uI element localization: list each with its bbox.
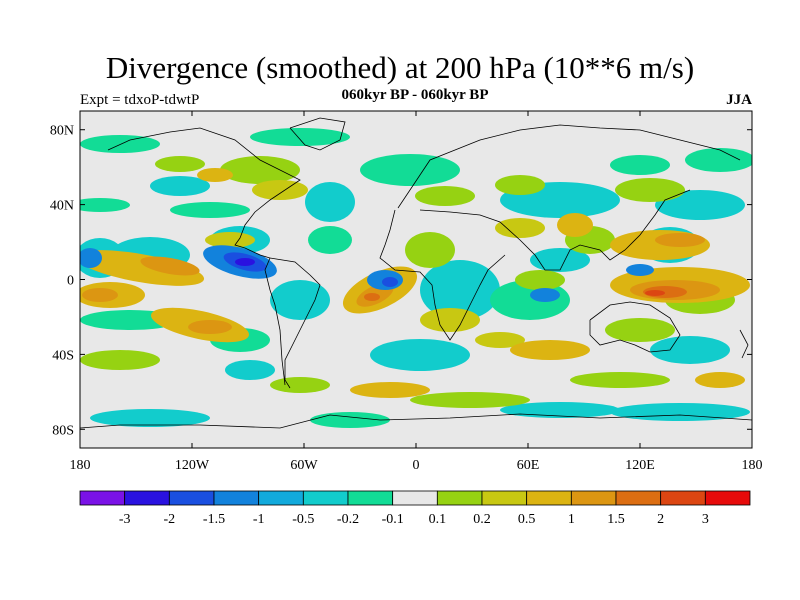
plot-title: Divergence (smoothed) at 200 hPa (10**6 … [105, 50, 695, 85]
lon-tick-label: 120E [625, 458, 655, 473]
colorbar-swatch [213, 490, 260, 506]
colorbar-label: -1 [253, 512, 265, 527]
colorbar-label: -0.2 [337, 512, 359, 527]
divergence-field [80, 128, 752, 428]
colorbar-swatch [258, 490, 304, 506]
colorbar-swatch [347, 490, 394, 506]
period-label: 060kyr BP - 060kyr BP [341, 87, 489, 103]
lon-tick-label: 60W [290, 458, 318, 473]
colorbar-swatch [481, 490, 528, 506]
lon-tick-label: 120W [175, 458, 210, 473]
colorbar: -3 -2 -1.5 -1 -0.5 -0.2 -0.1 0.1 0.2 0.5 1 1.5 2 3 [79, 490, 751, 527]
colorbar-swatch [302, 490, 349, 506]
colorbar-label: 3 [702, 512, 709, 527]
colorbar-label: 1.5 [607, 512, 625, 527]
colorbar-swatch [436, 490, 483, 506]
colorbar-swatch [392, 490, 438, 506]
colorbar-label: 0.1 [429, 512, 447, 527]
colorbar-label: -1.5 [203, 512, 225, 527]
lon-tick-label: 180 [742, 458, 763, 473]
lat-tick-label: 40N [50, 199, 74, 214]
lat-tick-label: 0 [67, 274, 74, 289]
colorbar-swatch [660, 490, 706, 506]
colorbar-swatch [124, 490, 170, 506]
colorbar-swatch [615, 490, 662, 506]
lon-tick-label: 180 [70, 458, 91, 473]
colorbar-label: 1 [568, 512, 575, 527]
colorbar-label: -0.1 [382, 512, 404, 527]
colorbar-label: 0.2 [473, 512, 491, 527]
colorbar-swatch [570, 490, 617, 506]
colorbar-swatch [526, 490, 572, 506]
lat-tick-label: 80S [52, 423, 74, 438]
colorbar-label: 0.5 [518, 512, 536, 527]
coastlines [80, 117, 752, 429]
lat-tick-label: 40S [52, 348, 74, 363]
colorbar-label: -2 [163, 512, 175, 527]
map-axis: 80N 40N 0 40S 80S 180 120W 60W 0 60E 120E 180 [50, 111, 763, 473]
lon-tick-label: 0 [413, 458, 420, 473]
experiment-label: Expt = tdxoP-tdwtP [80, 92, 200, 108]
colorbar-swatch [168, 490, 215, 506]
season-label: JJA [726, 92, 752, 108]
lat-tick-label: 80N [50, 124, 74, 139]
colorbar-label: 2 [657, 512, 664, 527]
colorbar-label: -0.5 [292, 512, 314, 527]
colorbar-swatch [704, 490, 751, 506]
colorbar-swatch [79, 490, 126, 506]
colorbar-label: -3 [119, 512, 131, 527]
lon-tick-label: 60E [517, 458, 540, 473]
